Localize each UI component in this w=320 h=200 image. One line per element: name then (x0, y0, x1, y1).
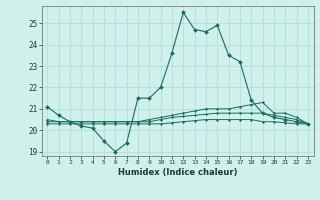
X-axis label: Humidex (Indice chaleur): Humidex (Indice chaleur) (118, 168, 237, 177)
